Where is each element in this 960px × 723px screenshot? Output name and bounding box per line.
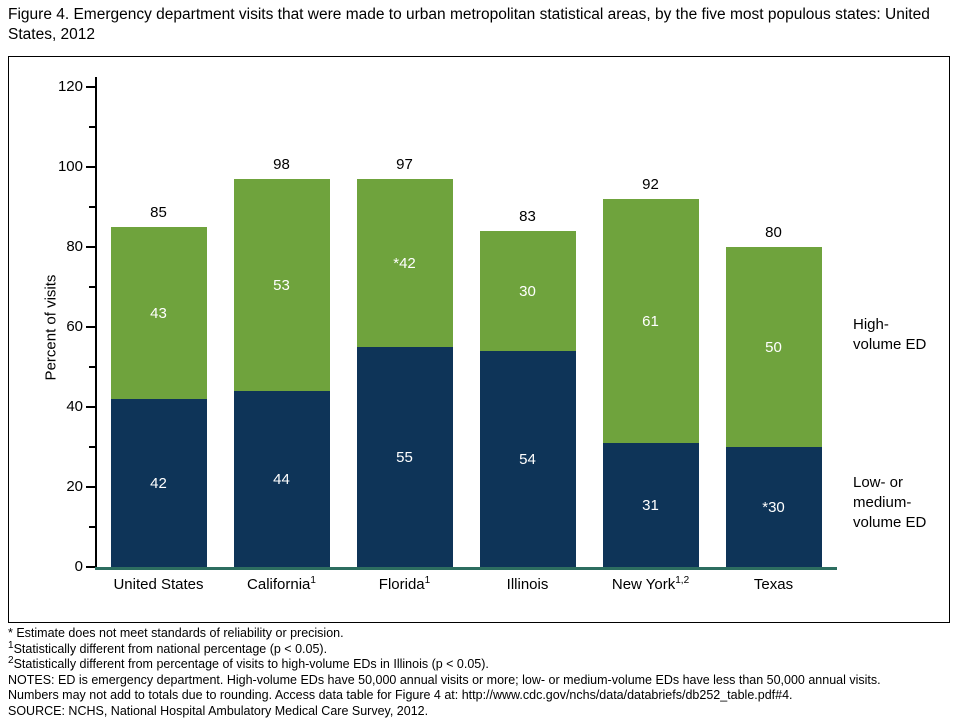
segment-value-label: 55 <box>396 448 413 466</box>
y-tick <box>89 526 95 528</box>
bar-segment-low-volume: 42 <box>110 399 207 567</box>
segment-value-label: 44 <box>273 470 290 488</box>
legend-line: volume ED <box>853 514 927 531</box>
bar-segment-high-volume: *42 <box>356 179 453 347</box>
segment-value-label: 61 <box>642 312 659 330</box>
bar-total-label: 97 <box>396 156 413 173</box>
footnote-marker: 2 <box>8 654 14 666</box>
y-tick-label: 60 <box>66 318 83 335</box>
x-axis-line <box>95 567 837 570</box>
segment-value-label: 53 <box>273 276 290 294</box>
legend-high-volume: High-volume ED <box>853 315 926 355</box>
bar-total-label: 85 <box>150 204 167 221</box>
segment-value-label: 31 <box>642 496 659 514</box>
y-tick <box>89 206 95 208</box>
y-tick <box>86 406 95 408</box>
footnote-line: NOTES: ED is emergency department. High-… <box>8 672 881 687</box>
footnote-line: 2Statistically different from percentage… <box>8 654 489 671</box>
y-tick-label: 120 <box>57 78 83 95</box>
y-tick <box>86 326 95 328</box>
y-axis-line <box>95 77 97 567</box>
chart-area: Percent of visits High-volume ED Low- or… <box>8 56 950 623</box>
x-axis-category-label: New York1,2 <box>611 575 690 594</box>
y-tick <box>86 166 95 168</box>
y-tick <box>89 446 95 448</box>
category-footnote-marker: 1,2 <box>675 575 690 586</box>
legend-line: medium- <box>853 494 912 511</box>
footnotes: * Estimate does not meet standards of re… <box>8 626 958 719</box>
category-footnote-marker: 1 <box>310 575 316 586</box>
footnote-line: 1Statistically different from national p… <box>8 639 328 656</box>
footnote-marker: 1 <box>8 639 14 651</box>
y-tick <box>86 86 95 88</box>
x-axis-category-label: California1 <box>247 575 316 594</box>
y-tick-label: 100 <box>57 158 83 175</box>
bar-total-label: 98 <box>273 156 290 173</box>
segment-value-label: *42 <box>393 254 416 272</box>
legend-low-volume: Low- or medium-volume ED <box>853 473 926 533</box>
bar-segment-high-volume: 61 <box>602 199 699 443</box>
bar-segment-high-volume: 53 <box>233 179 330 391</box>
segment-value-label: 54 <box>519 450 536 468</box>
bar-segment-low-volume: 31 <box>602 443 699 567</box>
segment-value-label: *30 <box>762 498 785 516</box>
x-axis-category-label: Florida1 <box>378 575 431 594</box>
y-tick <box>86 246 95 248</box>
legend-line: volume ED <box>853 336 927 353</box>
footnote-line: Numbers may not add to totals due to rou… <box>8 688 793 702</box>
y-tick <box>86 486 95 488</box>
y-tick-label: 0 <box>74 558 83 575</box>
y-tick-label: 80 <box>66 238 83 255</box>
y-tick-label: 20 <box>66 478 83 495</box>
legend-line: High- <box>853 316 889 333</box>
y-tick <box>89 366 95 368</box>
bar-total-label: 92 <box>642 176 659 193</box>
bar-total-label: 83 <box>519 208 536 225</box>
x-axis-category-label: Texas <box>753 576 794 593</box>
y-tick <box>89 286 95 288</box>
segment-value-label: 30 <box>519 282 536 300</box>
y-tick <box>86 566 95 568</box>
bar-segment-low-volume: 54 <box>479 351 576 567</box>
segment-value-label: 50 <box>765 338 782 356</box>
x-axis-category-label: Illinois <box>506 576 549 593</box>
footnote-line: * Estimate does not meet standards of re… <box>8 626 344 640</box>
footnote-line: SOURCE: NCHS, National Hospital Ambulato… <box>8 703 429 718</box>
segment-value-label: 43 <box>150 304 167 322</box>
y-tick-label: 40 <box>66 398 83 415</box>
bar-segment-low-volume: 44 <box>233 391 330 567</box>
bar-segment-low-volume: *30 <box>725 447 822 567</box>
figure-title: Figure 4. Emergency department visits th… <box>8 6 930 43</box>
bar-segment-high-volume: 43 <box>110 227 207 399</box>
bar-segment-low-volume: 55 <box>356 347 453 567</box>
category-footnote-marker: 1 <box>424 575 431 586</box>
x-axis-category-label: United States <box>113 576 204 593</box>
y-tick <box>89 126 95 128</box>
segment-value-label: 42 <box>150 474 167 492</box>
bar-segment-high-volume: 50 <box>725 247 822 447</box>
bar-segment-high-volume: 30 <box>479 231 576 351</box>
legend-line: Low- or <box>853 474 904 491</box>
bar-total-label: 80 <box>765 224 782 241</box>
